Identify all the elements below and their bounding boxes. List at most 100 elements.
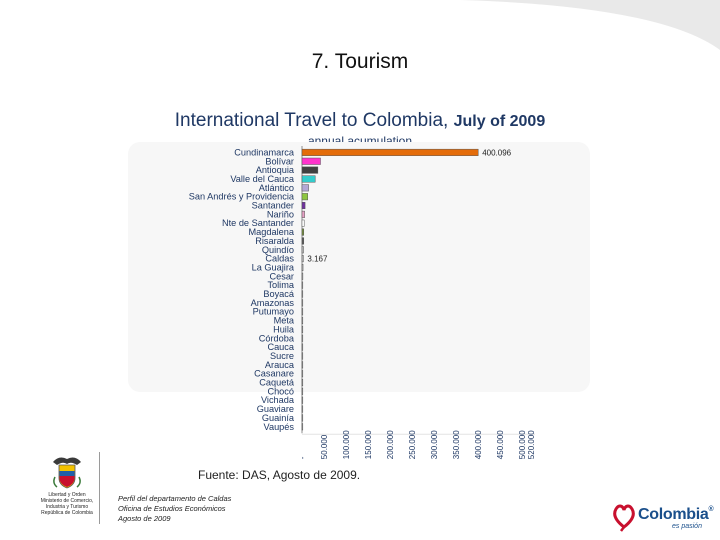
category-label: Valle del Cauca: [230, 174, 295, 184]
bar: [301, 184, 309, 192]
category-label: La Guajira: [252, 262, 295, 272]
tick-label: 150.000: [364, 430, 373, 459]
category-label: Vichada: [261, 395, 295, 405]
category-label: Córdoba: [259, 333, 295, 343]
category-label: Antioquia: [256, 165, 295, 175]
category-label: Boyacá: [263, 289, 295, 299]
bar: [301, 423, 304, 431]
ministry-text: Libertad y Orden Ministerio de Comercio,…: [38, 492, 96, 516]
tick-label: 400.000: [474, 430, 483, 459]
bar: [301, 299, 304, 307]
category-label: San Andrés y Providencia: [189, 192, 295, 202]
bar: [301, 370, 304, 378]
category-label: Guainía: [262, 413, 295, 423]
category-label: Nariño: [267, 209, 294, 219]
data-label: 3.167: [307, 255, 328, 264]
category-label: Quindío: [262, 245, 294, 255]
bar: [301, 281, 304, 289]
bar: [301, 379, 304, 387]
category-label: Tolima: [267, 280, 294, 290]
source-text: Fuente: DAS, Agosto de 2009.: [198, 468, 361, 482]
brand-name-text: Colombia: [638, 506, 709, 523]
category-label: Sucre: [270, 351, 294, 361]
ministry-logo: Libertad y Orden Ministerio de Comercio,…: [38, 450, 96, 516]
tick-label: 300.000: [430, 430, 439, 459]
category-label: Magdalena: [249, 227, 295, 237]
footer-line-2: Oficina de Estudios Económicos: [118, 504, 226, 513]
bar: [301, 193, 308, 201]
bar: [301, 219, 305, 227]
ministry-line-4: República de Colombia: [41, 510, 93, 516]
tick-label: 250.000: [408, 430, 417, 459]
bar: [301, 157, 321, 165]
bar: [301, 361, 304, 369]
bar: [301, 334, 304, 342]
chart-title: International Travel to Colombia, July o…: [0, 110, 720, 132]
bar: [301, 148, 479, 156]
bar: [301, 237, 305, 245]
category-label: Huila: [273, 324, 295, 334]
heart-icon: [613, 504, 635, 532]
ministry-line-2: Ministerio de Comercio,: [40, 498, 94, 504]
category-label: Bolívar: [265, 156, 294, 166]
bar: [301, 343, 304, 351]
category-label: Chocó: [267, 386, 294, 396]
category-label: Cundinamarca: [234, 147, 295, 157]
corner-decoration: [460, 0, 720, 50]
coat-of-arms-icon: [53, 457, 81, 489]
footer-line-3: Agosto de 2009: [118, 514, 171, 523]
category-label: Putumayo: [253, 307, 294, 317]
category-label: Cesar: [269, 271, 294, 281]
tick-label: 450.000: [496, 430, 505, 459]
bar: [301, 414, 304, 422]
bar: [301, 272, 304, 280]
bar: [301, 246, 304, 254]
tick-label: -: [298, 456, 307, 459]
bar: [301, 175, 316, 183]
tick-label: 520.000: [527, 430, 536, 459]
bar: [301, 317, 304, 325]
category-label: Caldas: [265, 254, 294, 264]
bar: [301, 255, 304, 263]
category-label: Casanare: [254, 369, 294, 379]
ministry-line-1: Libertad y Orden: [48, 492, 86, 498]
category-label: Santander: [252, 201, 294, 211]
bar: [301, 325, 304, 333]
category-label: Vaupés: [264, 422, 295, 432]
bar: [301, 405, 304, 413]
bar: [301, 166, 319, 174]
brand-name: Colombia®: [638, 506, 714, 524]
category-label: Nte de Santander: [222, 218, 294, 228]
bar: [301, 308, 304, 316]
category-label: Arauca: [265, 360, 295, 370]
tick-label: 100.000: [342, 430, 351, 459]
bar: [301, 202, 306, 210]
brand-tagline: es pasión: [672, 523, 702, 530]
category-label: Risaralda: [255, 236, 295, 246]
chart-title-suffix: July of 2009: [453, 113, 546, 130]
tick-label: 350.000: [452, 430, 461, 459]
bar: [301, 228, 305, 236]
category-label: Caquetá: [259, 378, 295, 388]
slide-title: 7. Tourism: [311, 50, 409, 73]
bar: [301, 352, 304, 360]
bar: [301, 396, 304, 404]
footer-divider: [99, 452, 100, 524]
category-label: Atlántico: [259, 183, 294, 193]
footer-credit: Perfil del departamento de Caldas Oficin…: [118, 494, 231, 524]
category-label: Meta: [274, 316, 295, 326]
footer-line-1: Perfil del departamento de Caldas: [118, 494, 232, 503]
chart-title-main: International Travel to Colombia,: [174, 110, 449, 131]
category-label: Amazonas: [251, 298, 295, 308]
bar: [301, 263, 304, 271]
tick-label: 50.000: [320, 434, 329, 459]
tick-label: 500.000: [518, 430, 527, 459]
category-label: Guaviare: [257, 404, 294, 414]
colombia-brand-logo: Colombia® es pasión: [612, 498, 716, 536]
bar: [301, 210, 305, 218]
data-label: 400.096: [482, 148, 511, 157]
tick-label: 200.000: [386, 430, 395, 459]
ministry-line-3: Industria y Turismo: [45, 504, 89, 510]
